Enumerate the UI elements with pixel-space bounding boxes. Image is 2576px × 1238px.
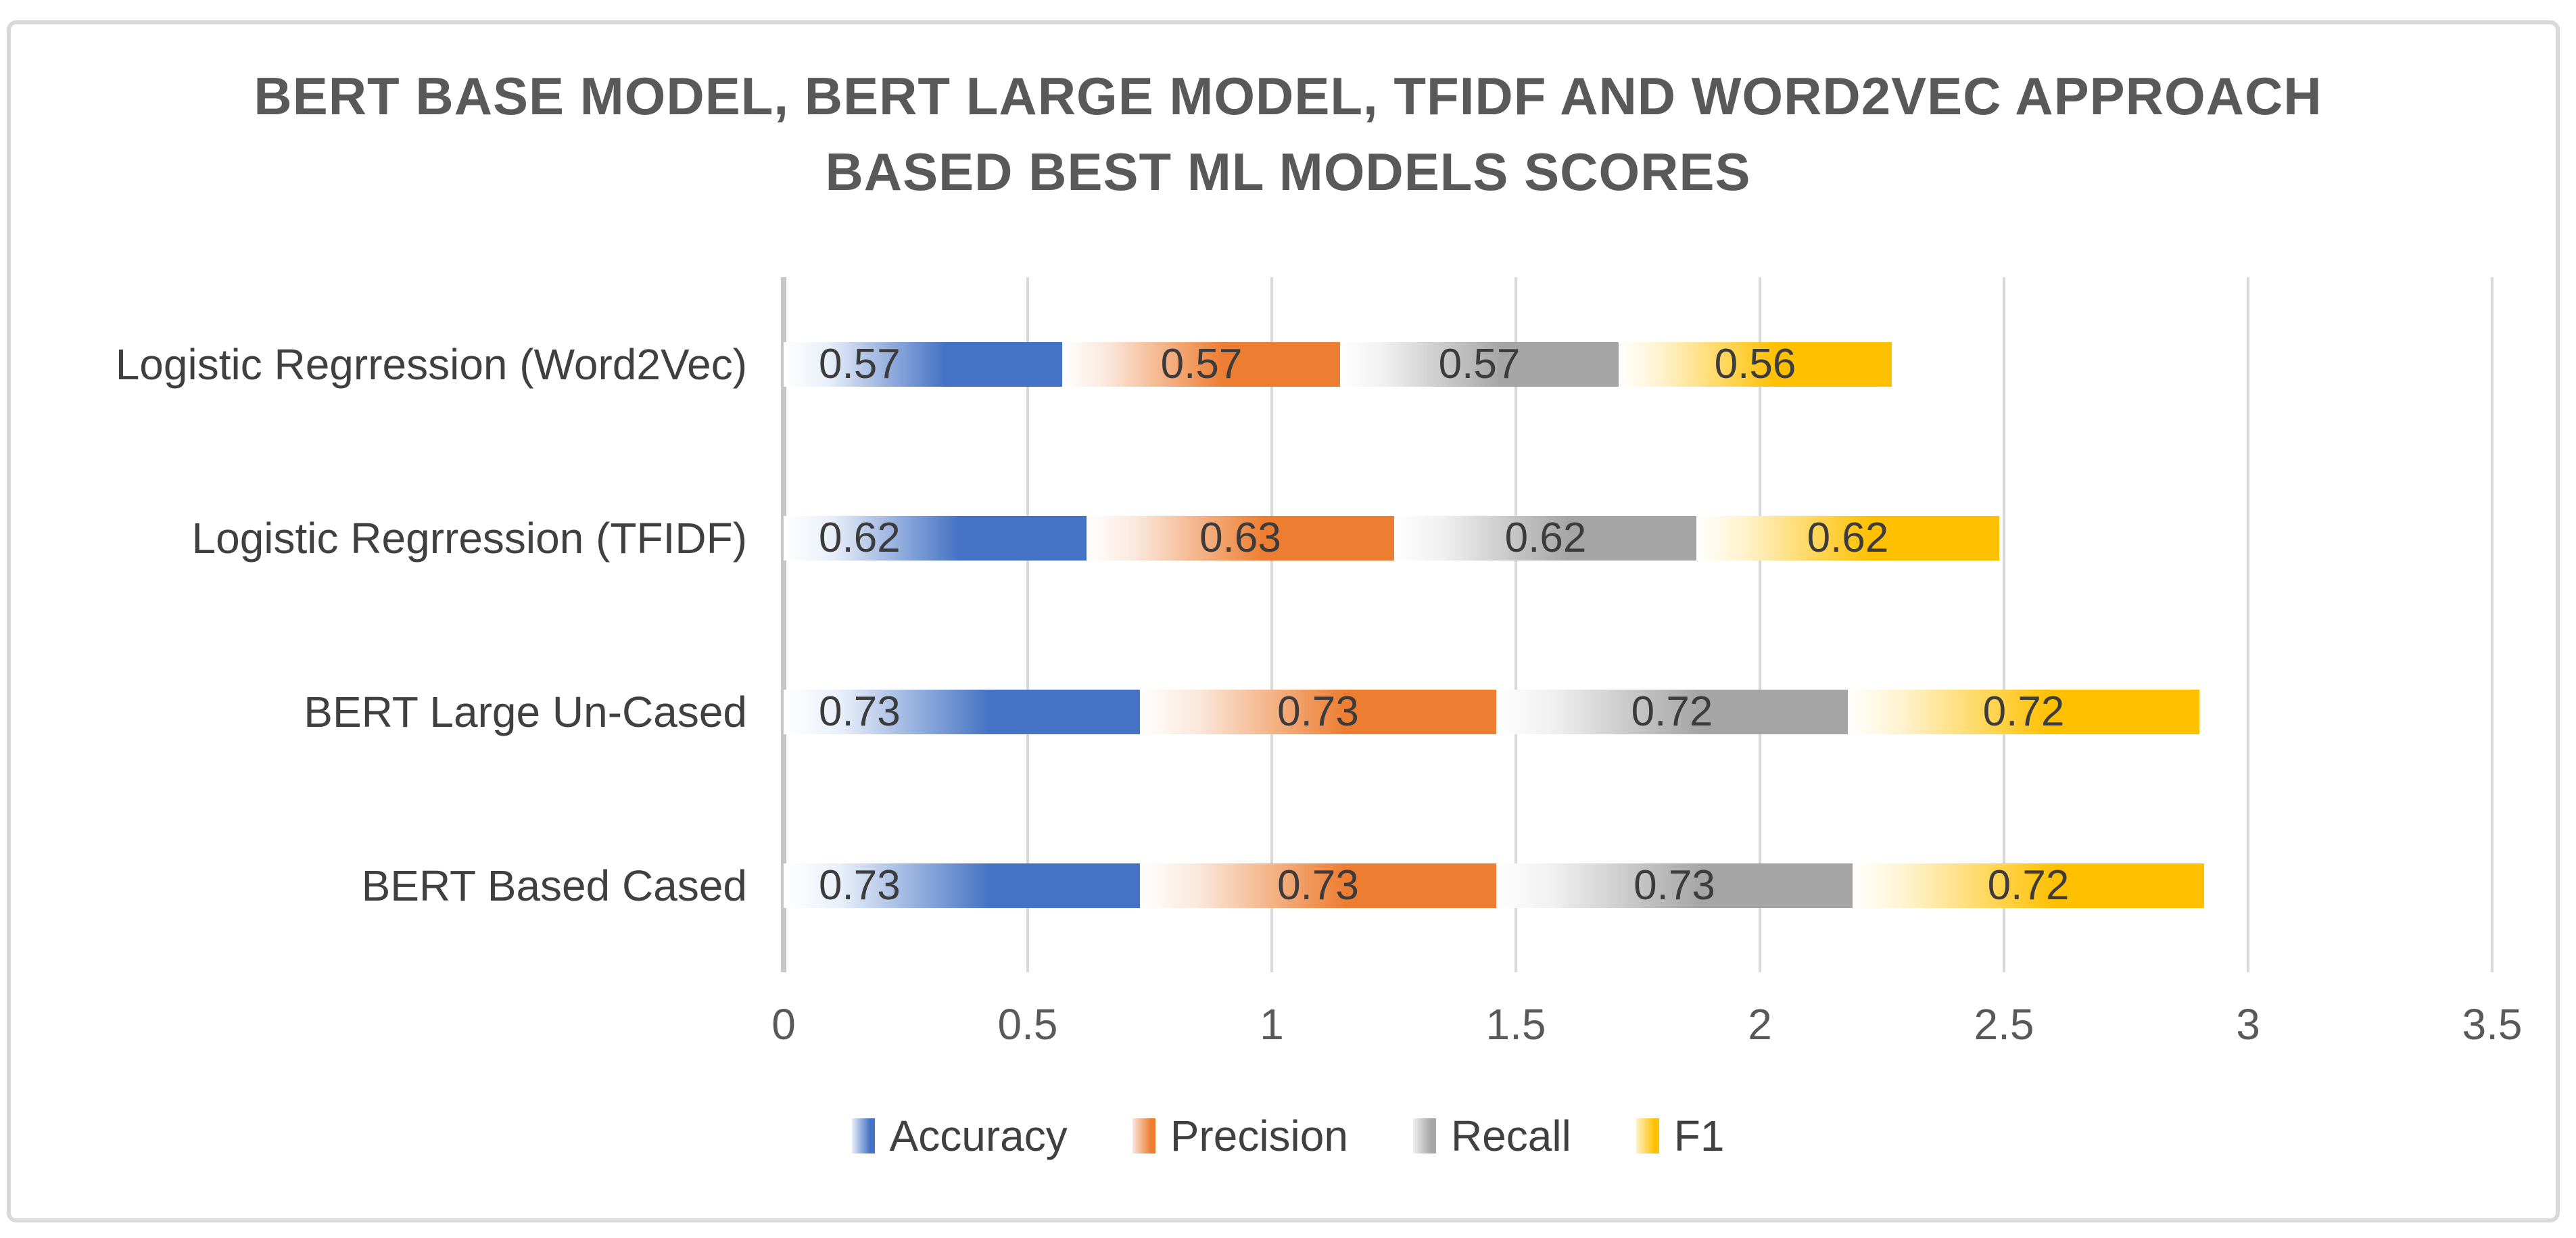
bar-value-label: 0.72 (1987, 862, 2070, 909)
bar-value-label: 0.57 (1438, 341, 1521, 387)
bar-value-label: 0.63 (1199, 515, 1281, 561)
bar-segment-f1: 0.72 (1848, 690, 2199, 734)
gridline (1759, 277, 1761, 972)
gridline (1270, 277, 1273, 972)
bar-value-label: 0.73 (1277, 688, 1359, 735)
axis-zero-line (781, 277, 786, 972)
chart-frame (7, 20, 2560, 1222)
legend-item-f1: F1 (1636, 1111, 1725, 1161)
x-axis-tick: 1 (1260, 1000, 1284, 1049)
legend-item-precision: Precision (1132, 1111, 1348, 1161)
category-label: BERT Based Cased (361, 861, 747, 910)
bar-value-label: 0.73 (1277, 862, 1359, 909)
bar-segment-recall: 0.72 (1496, 690, 1848, 734)
chart-title: BERT BASE MODEL, BERT LARGE MODEL, TFIDF… (254, 66, 2322, 201)
bar-segment-accuracy: 0.73 (784, 863, 1140, 908)
bar-segment-f1: 0.56 (1619, 342, 1892, 387)
gridline (1514, 277, 1517, 972)
gridline (2003, 277, 2005, 972)
bar-segment-f1: 0.72 (1853, 863, 2204, 908)
gridline (1026, 277, 1029, 972)
bar-segment-precision: 0.63 (1087, 516, 1394, 561)
category-label: Logistic Regrression (TFIDF) (191, 513, 748, 563)
bar-segment-accuracy: 0.57 (784, 342, 1062, 387)
legend-swatch-recall (1412, 1118, 1436, 1153)
legend-item-recall: Recall (1412, 1111, 1571, 1161)
gridline (2491, 277, 2494, 972)
bar-value-label: 0.62 (819, 515, 901, 561)
bar-segment-precision: 0.57 (1062, 342, 1341, 387)
x-axis-tick: 1.5 (1485, 1000, 1546, 1049)
bar-value-label: 0.62 (1807, 515, 1889, 561)
bar-segment-f1: 0.62 (1696, 516, 1999, 561)
bar-segment-recall: 0.57 (1340, 342, 1619, 387)
bar-value-label: 0.57 (819, 341, 901, 387)
legend-swatch-f1 (1636, 1118, 1659, 1153)
bar-segment-precision: 0.73 (1140, 863, 1496, 908)
legend-label: Recall (1450, 1112, 1571, 1160)
bar-value-label: 0.73 (1633, 862, 1715, 909)
x-axis-tick: 3 (2236, 1000, 2260, 1049)
gridline (2247, 277, 2249, 972)
bar-value-label: 0.56 (1714, 341, 1796, 387)
x-axis-tick: 0 (771, 1000, 796, 1049)
legend-swatch-precision (1132, 1118, 1155, 1153)
bar-value-label: 0.73 (819, 688, 901, 735)
category-label: BERT Large Un-Cased (304, 687, 747, 736)
bar-value-label: 0.73 (819, 862, 901, 909)
bar-value-label: 0.72 (1631, 688, 1713, 735)
legend-label: Accuracy (889, 1112, 1068, 1160)
bar-value-label: 0.72 (1982, 688, 2065, 735)
x-axis-tick: 3.5 (2462, 1000, 2523, 1049)
legend: Accuracy Precision Recall F1 (0, 1108, 2576, 1164)
legend-swatch-accuracy (851, 1118, 875, 1153)
bar-value-label: 0.57 (1160, 341, 1243, 387)
legend-label: Precision (1170, 1112, 1348, 1160)
bar-segment-accuracy: 0.73 (784, 690, 1140, 734)
x-axis-tick: 0.5 (997, 1000, 1058, 1049)
x-axis-tick: 2 (1748, 1000, 1772, 1049)
bar-segment-accuracy: 0.62 (784, 516, 1087, 561)
bar-segment-recall: 0.73 (1496, 863, 1853, 908)
x-axis-tick: 2.5 (1974, 1000, 2034, 1049)
bar-value-label: 0.62 (1504, 515, 1587, 561)
category-label: Logistic Regrression (Word2Vec) (115, 339, 747, 389)
bar-segment-recall: 0.62 (1394, 516, 1697, 561)
legend-label: F1 (1673, 1112, 1725, 1160)
bar-segment-precision: 0.73 (1140, 690, 1496, 734)
legend-item-accuracy: Accuracy (851, 1111, 1068, 1161)
